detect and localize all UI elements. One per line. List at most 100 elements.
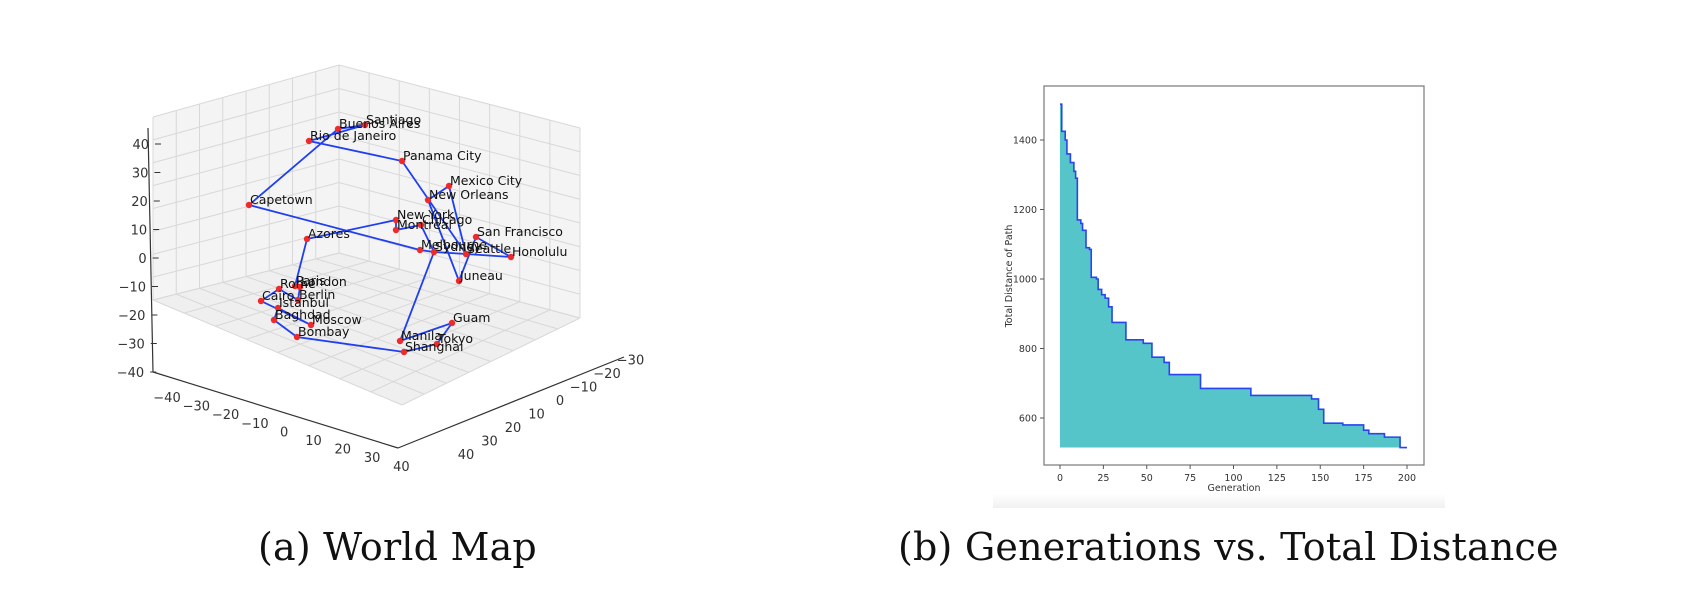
city-label: Juneau (459, 268, 503, 283)
city-point: Bombay (293, 324, 350, 341)
city-label: Tokyo (437, 331, 473, 346)
city-point: Buenos Aires (334, 116, 420, 133)
city-label: Bombay (298, 324, 350, 339)
city-point: Honolulu (507, 244, 567, 261)
city-point: Shanghai (400, 339, 463, 356)
y-axis-label: Total Distance of Path (1004, 225, 1015, 329)
city-point: New York (392, 207, 455, 224)
city-marker-icon (361, 121, 369, 129)
city-marker-icon (433, 340, 441, 348)
x-tick-label: 150 (1311, 473, 1329, 484)
city-label: Manila (401, 328, 442, 343)
x-axis-line (152, 371, 399, 449)
city-label: Moscow (312, 312, 362, 327)
x-tick-label: 100 (1224, 473, 1242, 484)
x-tick-label: −30 (183, 400, 210, 415)
x-axis-label: Generation (1208, 483, 1261, 494)
pane (153, 253, 580, 405)
y-tick-label: −30 (617, 354, 644, 369)
city-label: Cairo (262, 288, 294, 303)
city-marker-icon (274, 304, 282, 312)
x-tick-label: 30 (364, 451, 381, 466)
x-tick-label: 40 (393, 460, 410, 475)
z-tick-label: 0 (138, 252, 146, 267)
city-label: Melbourne (421, 237, 487, 252)
city-label: Rome (280, 276, 316, 291)
distance-step-line (1060, 103, 1407, 449)
city-label: Mexico City (450, 173, 523, 188)
caption-generations-vs-distance: (b) Generations vs. Total Distance (898, 525, 1559, 569)
city-point: Istanbul (274, 295, 329, 312)
city-point: Capetown (245, 192, 313, 209)
city-marker-icon (270, 316, 278, 324)
x-tick-label: 75 (1184, 473, 1196, 484)
chart-bottom-fade (993, 494, 1445, 508)
z-tick-label: 10 (131, 224, 148, 239)
city-label: Baghdad (275, 307, 331, 322)
grid-lines (152, 64, 581, 406)
city-label: Azores (308, 226, 350, 241)
city-label: Chicago (422, 212, 472, 227)
city-label: Sydney (435, 239, 482, 254)
city-marker-icon (417, 221, 425, 229)
x-tick-label: 125 (1268, 473, 1286, 484)
city-marker-icon (400, 348, 408, 356)
city-point: Manila (396, 328, 442, 345)
y-tick-label: 600 (1019, 414, 1037, 425)
city-marker-icon (303, 235, 311, 243)
x-tick-label: 20 (335, 443, 352, 458)
x-tick-label: −40 (153, 391, 180, 406)
city-marker-icon (424, 196, 432, 204)
city-marker-icon (291, 282, 299, 290)
z-tick-label: −30 (117, 338, 144, 353)
city-marker-icon (398, 157, 406, 165)
city-marker-icon (307, 321, 315, 329)
city-point: Baghdad (270, 307, 331, 324)
city-point: New Orleans (424, 187, 508, 204)
city-point: Rome (275, 276, 316, 293)
city-marker-icon (416, 246, 424, 254)
y-axis-line (397, 356, 625, 449)
city-point: Seattle (462, 241, 512, 258)
city-label: Panama City (403, 148, 482, 163)
city-point: Tokyo (433, 331, 473, 348)
city-marker-icon (462, 250, 470, 258)
city-point: Melbourne (416, 237, 487, 254)
y-tick-label: 30 (481, 435, 498, 450)
y-tick-label: 40 (458, 448, 475, 463)
city-label: Seattle (467, 241, 512, 256)
city-marker-icon (293, 333, 301, 341)
y-tick-label: 800 (1019, 344, 1037, 355)
z-tick-label: 20 (131, 195, 148, 210)
y-tick-label: 0 (556, 394, 564, 409)
city-label: Capetown (250, 192, 313, 207)
city-marker-icon (472, 233, 480, 241)
caption-world-map: (a) World Map (258, 525, 537, 569)
city-marker-icon (257, 297, 265, 305)
y-tick-label: −20 (593, 367, 620, 382)
city-marker-icon (275, 285, 283, 293)
y-tick-label: 20 (505, 421, 522, 436)
city-marker-icon (305, 137, 313, 145)
city-marker-icon (334, 125, 342, 133)
city-label: New York (397, 207, 455, 222)
city-marker-icon (296, 283, 304, 291)
city-marker-icon (294, 296, 302, 304)
city-label: Guam (453, 310, 490, 325)
x-tick-label: 0 (280, 425, 288, 440)
x-tick-label: 175 (1355, 473, 1373, 484)
city-label: San Francisco (477, 224, 563, 239)
x-tick-label: 10 (305, 434, 322, 449)
city-point: San Francisco (472, 224, 563, 241)
city-point: Panama City (398, 148, 482, 165)
x-tick-label: 50 (1141, 473, 1153, 484)
city-point: Paris (291, 273, 326, 290)
z-tick-label: −20 (118, 309, 145, 324)
city-marker-icon (245, 201, 253, 209)
y-tick-label: 1200 (1013, 205, 1037, 216)
city-marker-icon (455, 277, 463, 285)
city-point: Guam (448, 310, 490, 327)
x-tick-label: −10 (241, 417, 268, 432)
city-label: Honolulu (512, 244, 567, 259)
y-tick-label: −10 (570, 381, 597, 396)
